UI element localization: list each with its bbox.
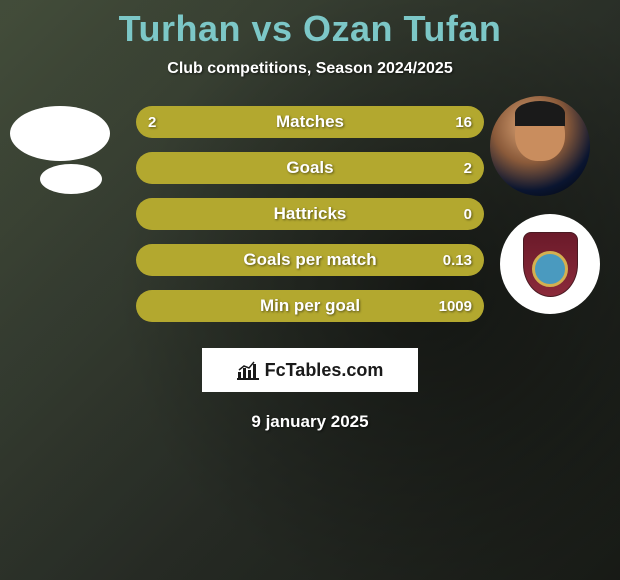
brand-label: FcTables.com [265,360,384,381]
stat-right-value: 1009 [439,298,472,315]
stat-right-value: 0 [464,206,472,223]
date-label: 9 january 2025 [251,412,368,432]
infographic-container: Turhan vs Ozan Tufan Club competitions, … [0,0,620,580]
stat-right-value: 16 [455,114,472,131]
stat-right-value: 0.13 [443,252,472,269]
stat-label: Goals [286,158,333,178]
brand-attribution: FcTables.com [202,348,418,392]
shield-icon [523,232,578,297]
stat-bar-goals-per-match: Goals per match 0.13 [136,244,484,276]
stat-left-value: 2 [148,114,156,131]
stat-label: Hattricks [274,204,347,224]
stat-bar-hattricks: Hattricks 0 [136,198,484,230]
stat-label: Min per goal [260,296,360,316]
stats-area: 2 Matches 16 Goals 2 Hattricks 0 Goals p… [0,106,620,322]
stat-bars: 2 Matches 16 Goals 2 Hattricks 0 Goals p… [136,106,484,322]
stat-bar-goals: Goals 2 [136,152,484,184]
stat-label: Matches [276,112,344,132]
club-left-badge [40,164,102,194]
club-right-badge [500,214,600,314]
stat-label: Goals per match [243,250,376,270]
subtitle: Club competitions, Season 2024/2025 [167,60,452,78]
player-right-avatar [490,96,590,196]
stat-right-value: 2 [464,160,472,177]
chart-icon [237,360,259,380]
stat-bar-min-per-goal: Min per goal 1009 [136,290,484,322]
player-left-avatar [10,106,110,161]
page-title: Turhan vs Ozan Tufan [119,8,502,50]
stat-bar-matches: 2 Matches 16 [136,106,484,138]
